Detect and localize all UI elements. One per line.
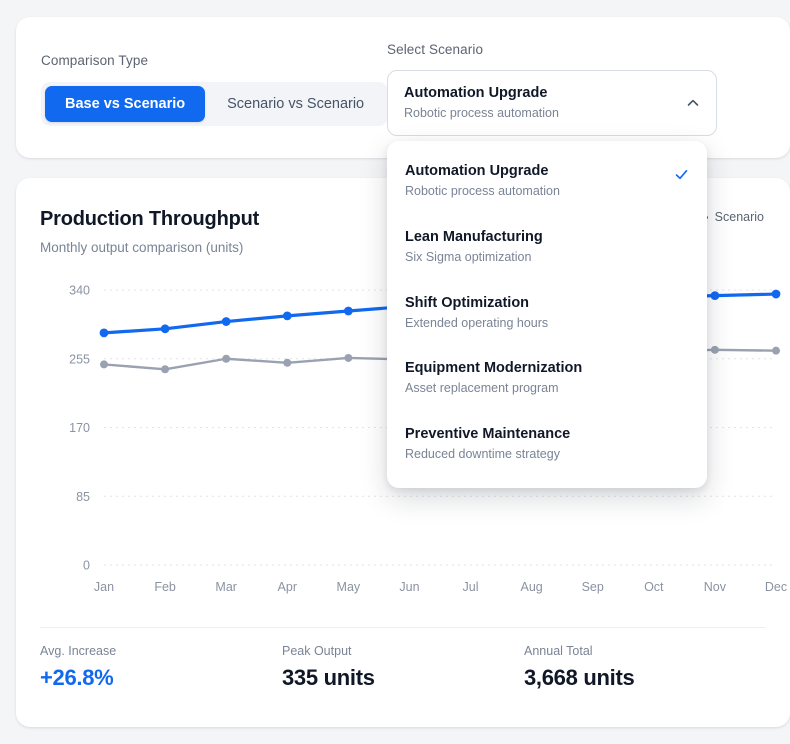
x-tick-label: Jul <box>463 580 479 594</box>
data-point[interactable] <box>282 311 292 321</box>
data-point[interactable] <box>222 354 231 363</box>
stat-label: Avg. Increase <box>40 644 117 658</box>
x-tick-label: Aug <box>521 580 543 594</box>
menu-item-title: Preventive Maintenance <box>405 426 571 443</box>
x-tick-label: Dec <box>765 580 787 594</box>
data-point[interactable] <box>99 328 109 338</box>
x-tick-label: Feb <box>154 580 176 594</box>
data-point[interactable] <box>710 345 719 354</box>
chevron-up-icon[interactable] <box>686 96 700 110</box>
menu-item-title: Shift Optimization <box>405 294 530 311</box>
data-point[interactable] <box>161 365 170 374</box>
data-point[interactable] <box>343 306 353 316</box>
comparison-type-segmented-control[interactable]: Base vs Scenario Scenario vs Scenario <box>41 82 389 126</box>
stat-annual-total: Annual Total 3,668 units <box>524 644 766 691</box>
data-point[interactable] <box>283 358 292 367</box>
chart-x-tick-labels: Jan Feb Mar Apr May Jun Jul Aug Sep Oct Nov Dec <box>94 580 787 594</box>
stat-value: +26.8% <box>40 665 114 690</box>
data-point[interactable] <box>771 289 781 299</box>
menu-item-subtitle: Asset replacement program <box>405 381 559 396</box>
menu-item-title: Equipment Modernization <box>405 360 583 377</box>
menu-item-subtitle: Robotic process automation <box>405 184 560 199</box>
chart-title: Production Throughput <box>40 208 260 230</box>
stat-value: 3,668 units <box>524 665 635 690</box>
scenario-select-trigger[interactable]: Automation Upgrade Robotic process autom… <box>387 70 717 136</box>
select-scenario-label: Select Scenario <box>387 42 484 57</box>
legend-label-scenario: Scenario <box>714 210 764 224</box>
scenario-dropdown-menu[interactable]: Automation Upgrade Robotic process autom… <box>387 141 707 488</box>
stat-avg-increase: Avg. Increase +26.8% <box>40 644 282 691</box>
stat-label: Annual Total <box>524 644 593 658</box>
x-tick-label: Jan <box>94 580 114 594</box>
check-icon <box>675 170 688 180</box>
x-tick-label: Sep <box>582 580 604 594</box>
stat-label: Peak Output <box>282 644 352 658</box>
y-tick-label: 85 <box>76 490 90 504</box>
y-tick-label: 170 <box>69 421 90 435</box>
data-point[interactable] <box>221 317 231 326</box>
scenario-selected-title: Automation Upgrade <box>404 85 548 102</box>
x-tick-label: Oct <box>644 580 664 594</box>
menu-item-title: Automation Upgrade <box>405 163 549 179</box>
menu-item-subtitle: Six Sigma optimization <box>405 249 532 264</box>
x-tick-label: Apr <box>278 580 297 594</box>
scenario-select-group: Select Scenario Automation Upgrade Robot… <box>387 42 722 136</box>
chart-subtitle: Monthly output comparison (units) <box>40 240 244 255</box>
menu-item-lean-manufacturing[interactable]: Lean Manufacturing Six Sigma optimizatio… <box>387 219 707 277</box>
x-tick-label: Mar <box>215 580 237 594</box>
y-tick-label: 0 <box>83 559 90 573</box>
chart-y-tick-labels: 0 85 170 255 340 <box>69 284 90 573</box>
tab-scenario-vs-scenario[interactable]: Scenario vs Scenario <box>207 86 384 122</box>
menu-item-subtitle: Reduced downtime strategy <box>405 447 560 462</box>
scenario-selected-subtitle: Robotic process automation <box>404 106 559 121</box>
stat-value: 335 units <box>282 665 375 690</box>
controls-card: Comparison Type Base vs Scenario Scenari… <box>16 17 790 158</box>
data-point[interactable] <box>772 346 780 355</box>
y-tick-label: 255 <box>69 352 90 366</box>
menu-item-automation-upgrade[interactable]: Automation Upgrade Robotic process autom… <box>387 153 707 211</box>
menu-item-subtitle: Extended operating hours <box>405 315 549 330</box>
tab-base-vs-scenario[interactable]: Base vs Scenario <box>45 86 206 122</box>
stats-divider <box>40 627 766 628</box>
menu-item-equipment-modernization[interactable]: Equipment Modernization Asset replacemen… <box>387 350 707 408</box>
comparison-type-group: Comparison Type Base vs Scenario Scenari… <box>41 53 389 126</box>
comparison-type-label: Comparison Type <box>41 53 149 68</box>
data-point[interactable] <box>160 324 170 334</box>
x-tick-label: Nov <box>704 580 727 594</box>
menu-item-shift-optimization[interactable]: Shift Optimization Extended operating ho… <box>387 285 707 343</box>
stat-peak-output: Peak Output 335 units <box>282 644 524 691</box>
x-tick-label: May <box>337 580 361 594</box>
menu-item-title: Lean Manufacturing <box>405 228 543 245</box>
stats-row: Avg. Increase +26.8% Peak Output 335 uni… <box>40 644 766 691</box>
x-tick-label: Jun <box>399 580 419 594</box>
data-point[interactable] <box>100 360 108 369</box>
menu-item-preventive-maintenance[interactable]: Preventive Maintenance Reduced downtime … <box>387 416 707 474</box>
data-point[interactable] <box>344 353 353 362</box>
y-tick-label: 340 <box>69 284 90 298</box>
data-point[interactable] <box>710 291 720 301</box>
